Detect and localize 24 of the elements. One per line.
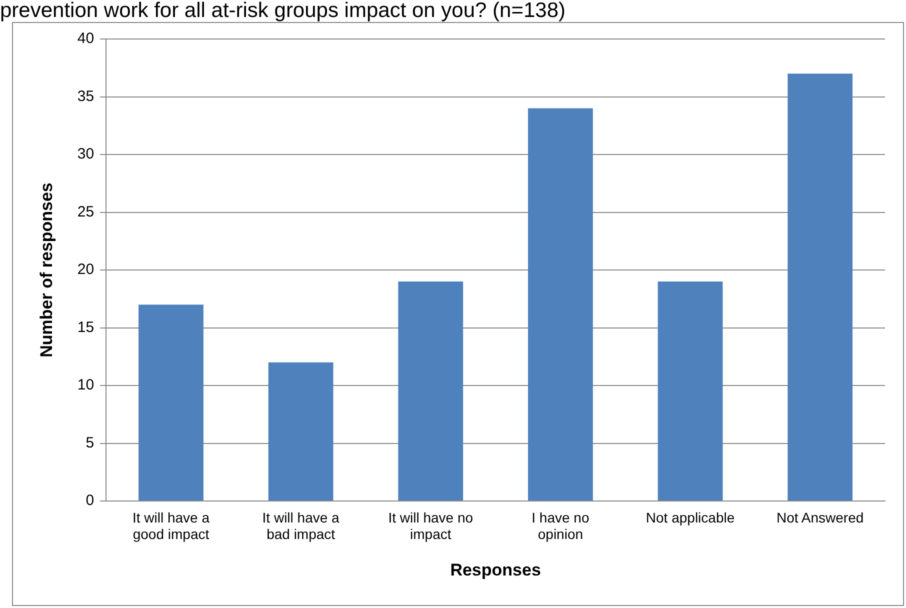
bar xyxy=(658,282,723,500)
x-tick-label: It will have no impact xyxy=(388,509,474,542)
x-tick-label: Not applicable xyxy=(646,509,735,526)
bar xyxy=(788,74,853,500)
y-tick-label: 25 xyxy=(77,203,94,220)
chart-title: prevention work for all at-risk groups impact on you? (n=138) xyxy=(0,0,566,22)
bar xyxy=(398,282,464,500)
x-tick-label: Not Answered xyxy=(776,509,864,526)
y-tick-label: 5 xyxy=(86,434,94,452)
y-tick-label: 40 xyxy=(77,30,94,48)
y-tick-label: 10 xyxy=(77,376,94,394)
x-tick-label: It will have a bad impact xyxy=(262,509,340,542)
bar xyxy=(138,304,204,500)
y-tick-label: 0 xyxy=(86,492,94,510)
bar xyxy=(268,362,334,500)
y-tick-label: 35 xyxy=(77,88,94,105)
y-tick-label: 15 xyxy=(77,318,94,336)
x-axis-title: Responses xyxy=(450,560,541,580)
bar xyxy=(528,108,593,500)
y-tick-label: 20 xyxy=(77,261,94,278)
y-tick-label: 30 xyxy=(77,146,94,163)
x-tick-label: I have no opinion xyxy=(532,509,590,542)
x-tick-label: It will have a good impact xyxy=(132,509,210,542)
y-axis-title: Number of responses xyxy=(36,182,56,358)
